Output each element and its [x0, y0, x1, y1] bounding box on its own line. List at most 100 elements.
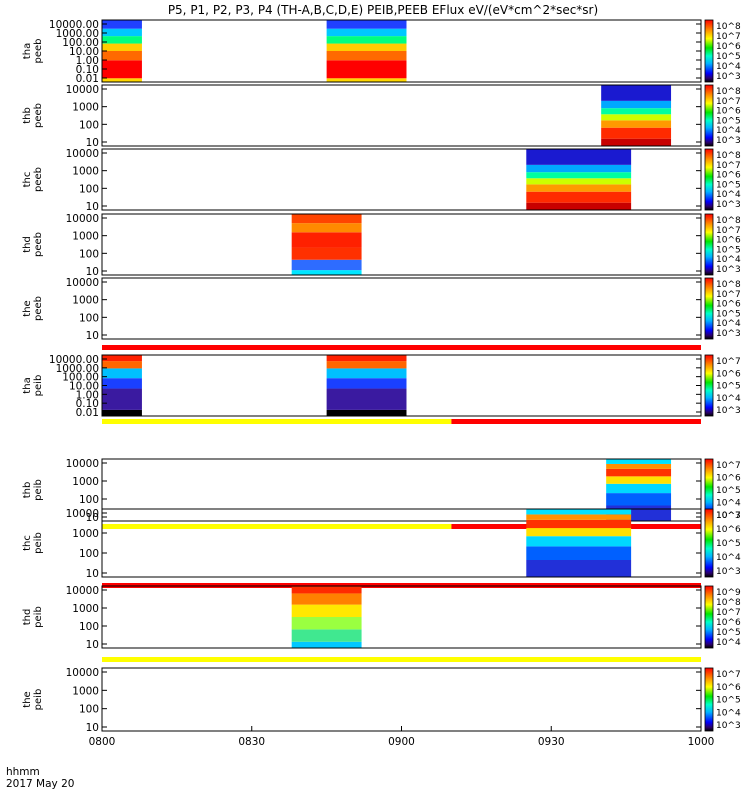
status-bar — [102, 419, 452, 424]
colorbar-tick-label: 10^4 — [716, 708, 741, 718]
colorbar-tick-label: 10^4 — [716, 255, 741, 265]
colorbar-tick-label: 10^6 — [716, 300, 741, 310]
spectrogram-band — [291, 629, 362, 642]
spectrogram-band — [526, 178, 632, 185]
spectrogram-band — [102, 368, 142, 379]
spectrogram-band — [102, 43, 142, 51]
colorbar — [704, 667, 714, 732]
y-tick-label: 10000 — [66, 585, 99, 597]
panels-layer: 10000.001000.00100.0010.001.000.100.01th… — [22, 19, 741, 734]
spectrogram-band — [526, 164, 632, 173]
colorbar-tick-label: 10^6 — [716, 369, 741, 379]
y-tick-label: 10000 — [66, 508, 99, 520]
spectrogram-band — [326, 78, 407, 82]
colorbar-tick-label: 10^4 — [716, 190, 741, 200]
spectrogram-band — [291, 247, 362, 260]
spectrogram-band — [102, 388, 142, 410]
y-tick-label: 10 — [86, 722, 99, 734]
status-bar — [451, 419, 701, 424]
spectrogram-band — [102, 409, 142, 416]
spectrogram-band — [326, 36, 407, 44]
colorbar-tick-label: 10^4 — [716, 394, 741, 404]
colorbar-tick-label: 10^5 — [716, 382, 741, 392]
y-tick-label: 100 — [79, 119, 99, 131]
y-tick-label: 10 — [86, 201, 99, 213]
spectrogram-band — [326, 409, 407, 416]
spectrogram-band — [606, 459, 672, 464]
spectrogram-band — [606, 483, 672, 494]
spectrogram-band — [291, 223, 362, 233]
panel-probe-label: the — [22, 300, 33, 316]
colorbar-tick-label: 10^6 — [716, 107, 741, 117]
spectrogram-band — [326, 43, 407, 51]
colorbar-tick-label: 10^6 — [716, 525, 741, 535]
spectrogram-band — [526, 184, 632, 192]
y-tick-label: 1000 — [72, 476, 99, 488]
panel-frame — [101, 213, 702, 276]
panel-instrument-label: peib — [33, 689, 44, 711]
y-tick-label: 1000 — [72, 528, 99, 540]
y-tick-label: 1000.00 — [56, 363, 99, 375]
y-tick-label: 100 — [79, 704, 99, 716]
panel-probe-label: thb — [22, 107, 33, 124]
y-tick-label: 0.10 — [76, 64, 99, 76]
panel-instrument-label: peib — [33, 375, 44, 397]
colorbar-tick-label: 10^4 — [716, 319, 741, 329]
spectrogram-band — [102, 78, 142, 82]
y-tick-label: 10000 — [66, 84, 99, 96]
y-tick-label: 10 — [86, 330, 99, 342]
spectrogram-band — [601, 100, 672, 109]
colorbar-tick-label: 10^3 — [716, 406, 741, 416]
y-tick-label: 1000.00 — [56, 28, 99, 40]
spectrogram-band — [102, 51, 142, 61]
colorbar-tick-label: 10^4 — [716, 499, 741, 509]
panel-probe-label: thd — [22, 236, 33, 253]
x-tick-label: 1000 — [688, 736, 715, 748]
spectrogram-band — [326, 60, 407, 79]
x-axis: 0800 0830 0900 0930 1000 — [89, 726, 715, 748]
panel-frame — [101, 277, 702, 340]
y-tick-label: 10 — [86, 266, 99, 278]
colorbar-tick-label: 10^5 — [716, 52, 741, 62]
panel-frame — [101, 585, 702, 649]
colorbar-tick-label: 10^8 — [716, 151, 741, 161]
spectrogram-band — [326, 20, 407, 29]
colorbar-tick-label: 10^5 — [716, 628, 741, 638]
spectrogram-band — [291, 270, 362, 275]
spectrogram-band — [291, 641, 362, 648]
spectrogram-band — [291, 259, 362, 271]
colorbar-tick-label: 10^5 — [716, 696, 741, 706]
x-tick-label: 0900 — [388, 736, 415, 748]
colorbar-tick-label: 10^3 — [716, 200, 741, 210]
panel-instrument-label: peib — [33, 532, 44, 554]
colorbar-tick-label: 10^6 — [716, 42, 741, 52]
spectrogram-band — [606, 463, 672, 469]
spectrogram-band — [102, 355, 142, 362]
spectrogram-band — [526, 514, 632, 520]
colorbar — [704, 213, 714, 276]
y-tick-label: 10000 — [66, 148, 99, 160]
y-tick-label: 1.00 — [76, 389, 99, 401]
y-tick-label: 1000 — [72, 231, 99, 243]
y-tick-label: 0.01 — [76, 73, 99, 85]
panel-frame — [101, 148, 702, 211]
panel-probe-label: thb — [22, 482, 33, 499]
panel-frame — [101, 508, 702, 578]
colorbar-tick-label: 10^3 — [716, 72, 741, 82]
date-label: 2017 May 20 — [6, 778, 74, 790]
colorbar-tick-label: 10^3 — [716, 567, 741, 577]
y-tick-label: 100.00 — [62, 37, 99, 49]
spectrogram-band — [526, 560, 632, 577]
spectrogram-band — [606, 476, 672, 484]
panel-probe-label: tha — [22, 43, 33, 59]
panel-instrument-label: peib — [33, 479, 44, 501]
y-tick-label: 100.00 — [62, 372, 99, 384]
spectrogram-band — [326, 361, 407, 369]
colorbar — [704, 84, 714, 147]
spectrogram-band — [526, 536, 632, 547]
